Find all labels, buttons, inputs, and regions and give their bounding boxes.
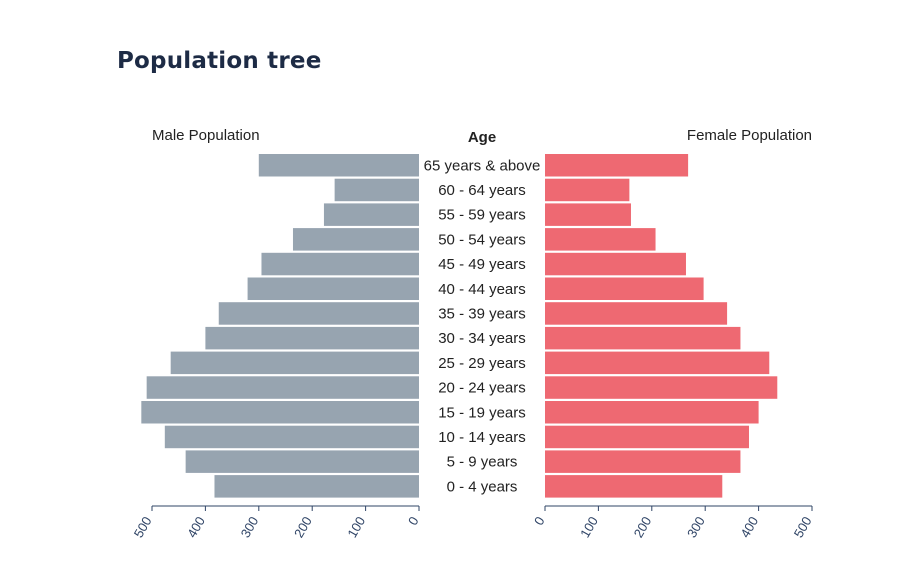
female-bar-0-4-years: [545, 475, 723, 498]
female-bar-10-14-years: [545, 425, 749, 449]
age-group-label: 35 - 39 years: [438, 305, 526, 322]
male-bar-0-4-years: [214, 475, 419, 498]
male-bar-55-59-years: [323, 203, 419, 226]
age-axis-label: Age: [468, 129, 496, 146]
male-bar-15-19-years: [141, 401, 419, 424]
male-axis-tick-label: 500: [131, 514, 155, 540]
male-bar-40-44-years: [247, 277, 419, 300]
male-axis-tick-label: 400: [184, 514, 208, 540]
male-bar-10-14-years: [164, 425, 419, 449]
female-axis-tick-label: 500: [791, 514, 815, 540]
age-group-label: 5 - 9 years: [447, 454, 518, 471]
age-group-label: 0 - 4 years: [447, 478, 518, 495]
female-bar-15-19-years: [545, 401, 759, 424]
female-bar-20-24-years: [545, 376, 778, 399]
male-axis-tick-label: 300: [238, 514, 262, 540]
female-axis-tick-label: 100: [577, 514, 601, 540]
age-group-label: 50 - 54 years: [438, 231, 526, 248]
female-bar-65-years-and-above: [545, 154, 689, 177]
female-axis-tick-label: 300: [684, 514, 708, 540]
age-group-label: 30 - 34 years: [438, 330, 526, 347]
age-group-label: 45 - 49 years: [438, 256, 526, 273]
page-title: Population tree: [117, 48, 322, 74]
male-bar-50-54-years: [292, 228, 419, 251]
female-bar-40-44-years: [545, 277, 704, 300]
female-bar-35-39-years: [545, 302, 728, 325]
age-group-label: 15 - 19 years: [438, 404, 526, 421]
age-group-labels: 65 years & above 60 - 64 years 55 - 59 yea…: [424, 157, 541, 495]
age-group-label: 10 - 14 years: [438, 429, 526, 446]
female-bars: [545, 154, 778, 498]
male-population-label: Male Population: [152, 127, 260, 144]
female-bar-50-54-years: [545, 228, 656, 251]
male-bars: [141, 154, 419, 498]
male-bar-60-64-years: [334, 178, 419, 202]
male-axis-tick-label: 100: [344, 514, 368, 540]
female-bar-5-9-years: [545, 450, 741, 473]
female-population-label: Female Population: [687, 127, 812, 144]
male-x-axis: 0 100 200 300 400 500: [131, 505, 422, 540]
female-bar-30-34-years: [545, 326, 741, 350]
female-x-axis: 0 100 200 300 400 500: [531, 505, 815, 540]
age-group-label: 65 years & above: [424, 157, 541, 174]
age-group-label: 60 - 64 years: [438, 182, 526, 199]
male-bar-20-24-years: [146, 376, 419, 399]
female-bar-55-59-years: [545, 203, 631, 226]
age-group-label: 25 - 29 years: [438, 355, 526, 372]
male-axis-tick-label: 0: [405, 514, 422, 528]
male-bar-30-34-years: [205, 326, 419, 350]
female-bar-60-64-years: [545, 178, 630, 202]
age-group-label: 20 - 24 years: [438, 380, 526, 397]
male-bar-25-29-years: [170, 351, 419, 375]
male-bar-45-49-years: [261, 252, 419, 276]
male-bar-5-9-years: [185, 450, 419, 473]
female-bar-45-49-years: [545, 252, 686, 276]
female-axis-tick-label: 0: [531, 514, 548, 528]
age-group-label: 55 - 59 years: [438, 207, 526, 224]
male-bar-35-39-years: [218, 302, 419, 325]
female-bar-25-29-years: [545, 351, 770, 375]
male-bar-65-years-and-above: [258, 154, 419, 177]
age-group-label: 40 - 44 years: [438, 281, 526, 298]
female-axis-tick-label: 400: [737, 514, 761, 540]
female-axis-tick-label: 200: [631, 514, 655, 540]
male-axis-tick-label: 200: [291, 514, 315, 540]
